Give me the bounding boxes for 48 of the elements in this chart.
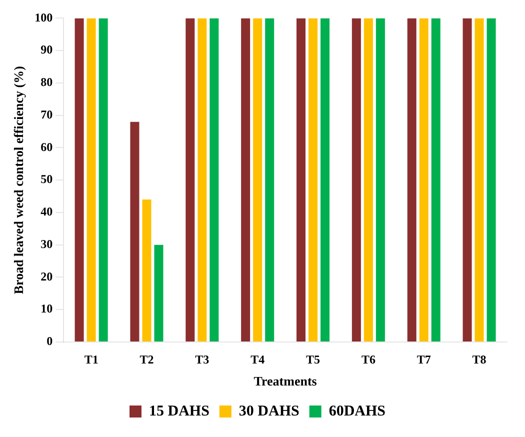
- bar: [308, 18, 318, 342]
- y-tick-label: 50: [40, 172, 53, 186]
- y-tick-label: 100: [34, 10, 53, 24]
- bar: [376, 18, 385, 342]
- bar: [474, 18, 484, 342]
- x-tick-label: T5: [306, 352, 320, 366]
- y-tick-label: 0: [46, 334, 53, 348]
- bar: [352, 18, 361, 342]
- bar: [186, 18, 195, 342]
- x-tick-label: T7: [416, 352, 431, 366]
- bar: [265, 18, 274, 342]
- bar: [253, 18, 262, 342]
- bar: [241, 18, 250, 342]
- bar: [486, 18, 496, 342]
- x-tick-label: T4: [250, 352, 265, 366]
- bar: [198, 18, 207, 342]
- bar: [364, 18, 373, 342]
- bar: [86, 18, 96, 342]
- bar: [130, 122, 140, 342]
- bar: [407, 18, 416, 342]
- y-tick-label: 20: [40, 269, 53, 284]
- legend-label: 30 DAHS: [238, 403, 300, 420]
- bar: [462, 18, 472, 342]
- y-tick-label: 80: [40, 75, 53, 90]
- x-tick-label: T1: [84, 352, 98, 366]
- legend-label: 60DAHS: [328, 403, 386, 420]
- y-tick-label: 30: [40, 236, 53, 251]
- x-tick-label: T6: [361, 352, 376, 366]
- x-tick-label: T3: [195, 352, 210, 366]
- bar: [74, 18, 84, 342]
- y-tick-label: 70: [40, 107, 53, 122]
- bar: [320, 18, 330, 342]
- x-axis-title: Treatments: [254, 374, 317, 389]
- y-tick-label: 90: [40, 42, 53, 57]
- y-tick-label: 60: [40, 140, 53, 154]
- x-tick-label: T8: [472, 352, 486, 366]
- x-tick-label: T2: [140, 352, 154, 366]
- y-axis-title: Broad leaved weed control efficiency (%): [11, 66, 26, 294]
- bar: [296, 18, 306, 342]
- bar: [210, 18, 219, 342]
- bar: [142, 200, 152, 342]
- bar: [419, 18, 428, 342]
- y-tick-label: 10: [40, 302, 53, 316]
- y-tick-label: 40: [40, 204, 53, 219]
- bar: [431, 18, 440, 342]
- bar: [98, 18, 108, 342]
- legend-label: 15 DAHS: [148, 403, 210, 420]
- bar: [154, 244, 164, 342]
